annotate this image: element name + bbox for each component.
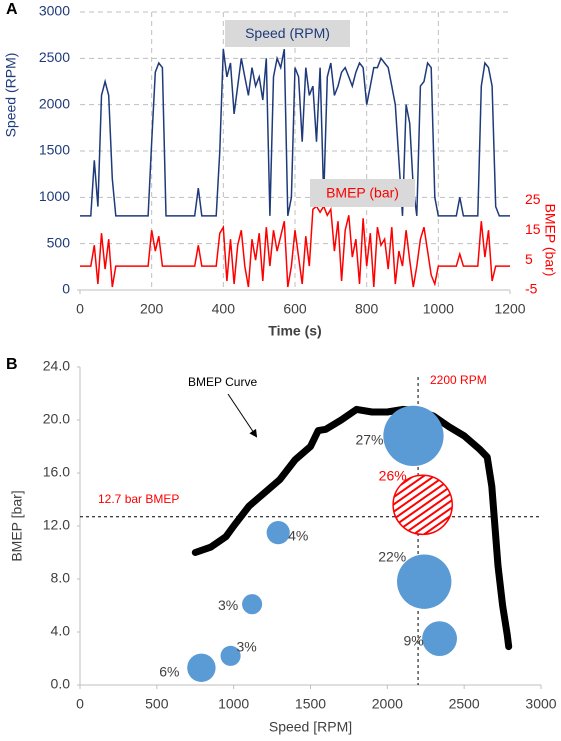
y-axis-label: BMEP [bar] [9,490,25,561]
x-tick-label: 500 [145,696,169,712]
x-axis-label: Time (s) [268,323,321,339]
bubble [187,653,216,682]
bubble [397,554,452,609]
x-tick-label: 3000 [525,696,556,712]
x-tick-label: 600 [283,301,307,317]
x-tick-label: 1200 [494,301,525,317]
bubble [266,521,290,545]
y-axis-label: Speed (RPM) [3,53,19,138]
annotation: 2200 RPM [430,373,487,387]
y2-axis-label: BMEP (bar) [542,204,558,277]
annotation-arrow [227,393,258,438]
x-tick-label: 800 [355,301,379,317]
bubble-label: 27% [355,432,383,448]
x-tick-label: 0 [76,301,84,317]
series-line [80,204,510,288]
y-tick-label: 1500 [39,142,70,158]
bubble-label: 9% [403,632,423,648]
bubble-label: 4% [288,527,308,543]
x-tick-label: 1500 [295,696,326,712]
y-tick-label: 0 [62,281,70,297]
y2-tick-label: 25 [525,191,541,207]
series-label-box [310,179,415,207]
bubble [392,474,454,536]
x-tick-label: 2000 [372,696,403,712]
bubble [242,594,263,615]
y-tick-label: 4.0 [51,623,71,639]
y-tick-label: 1000 [39,188,70,204]
y2-tick-label: 5 [525,251,533,267]
x-tick-label: 1000 [423,301,454,317]
panel-label: B [6,356,18,373]
bubble [383,405,444,467]
series-label: Speed (RPM) [245,25,330,41]
y2-tick-label: 15 [525,221,541,237]
y-tick-label: 8.0 [51,570,71,586]
x-tick-label: 0 [76,696,84,712]
bubble-label: 6% [159,663,179,679]
y-tick-label: 500 [47,234,71,250]
bubble [422,621,457,657]
x-tick-label: 1000 [218,696,249,712]
y-tick-label: 24.0 [43,358,70,374]
bubble-label: 3% [236,639,256,655]
bubble-label: 26% [379,468,407,484]
y-tick-label: 16.0 [43,464,70,480]
bubble-label: 3% [218,597,238,613]
y-tick-label: 2000 [39,95,70,111]
y2-tick-label: -5 [525,281,538,297]
y-tick-label: 3000 [39,3,70,19]
annotation: 12.7 bar BMEP [98,492,179,506]
annotation: BMEP Curve [188,375,257,389]
bmep-curve [191,405,513,651]
series-label: BMEP (bar) [326,185,399,201]
series-label-box [225,20,350,47]
y-tick-label: 2500 [39,49,70,65]
y-tick-label: 20.0 [43,411,70,427]
x-axis-label: Speed [RPM] [269,719,352,735]
x-tick-label: 200 [140,301,164,317]
y-tick-label: 12.0 [43,517,70,533]
panel-label: A [6,1,18,18]
series-line [80,48,510,217]
bubble [220,645,241,666]
y-tick-label: 0.0 [51,676,71,692]
bubble-label: 22% [378,548,406,564]
x-tick-label: 400 [212,301,236,317]
x-tick-label: 2500 [449,696,480,712]
